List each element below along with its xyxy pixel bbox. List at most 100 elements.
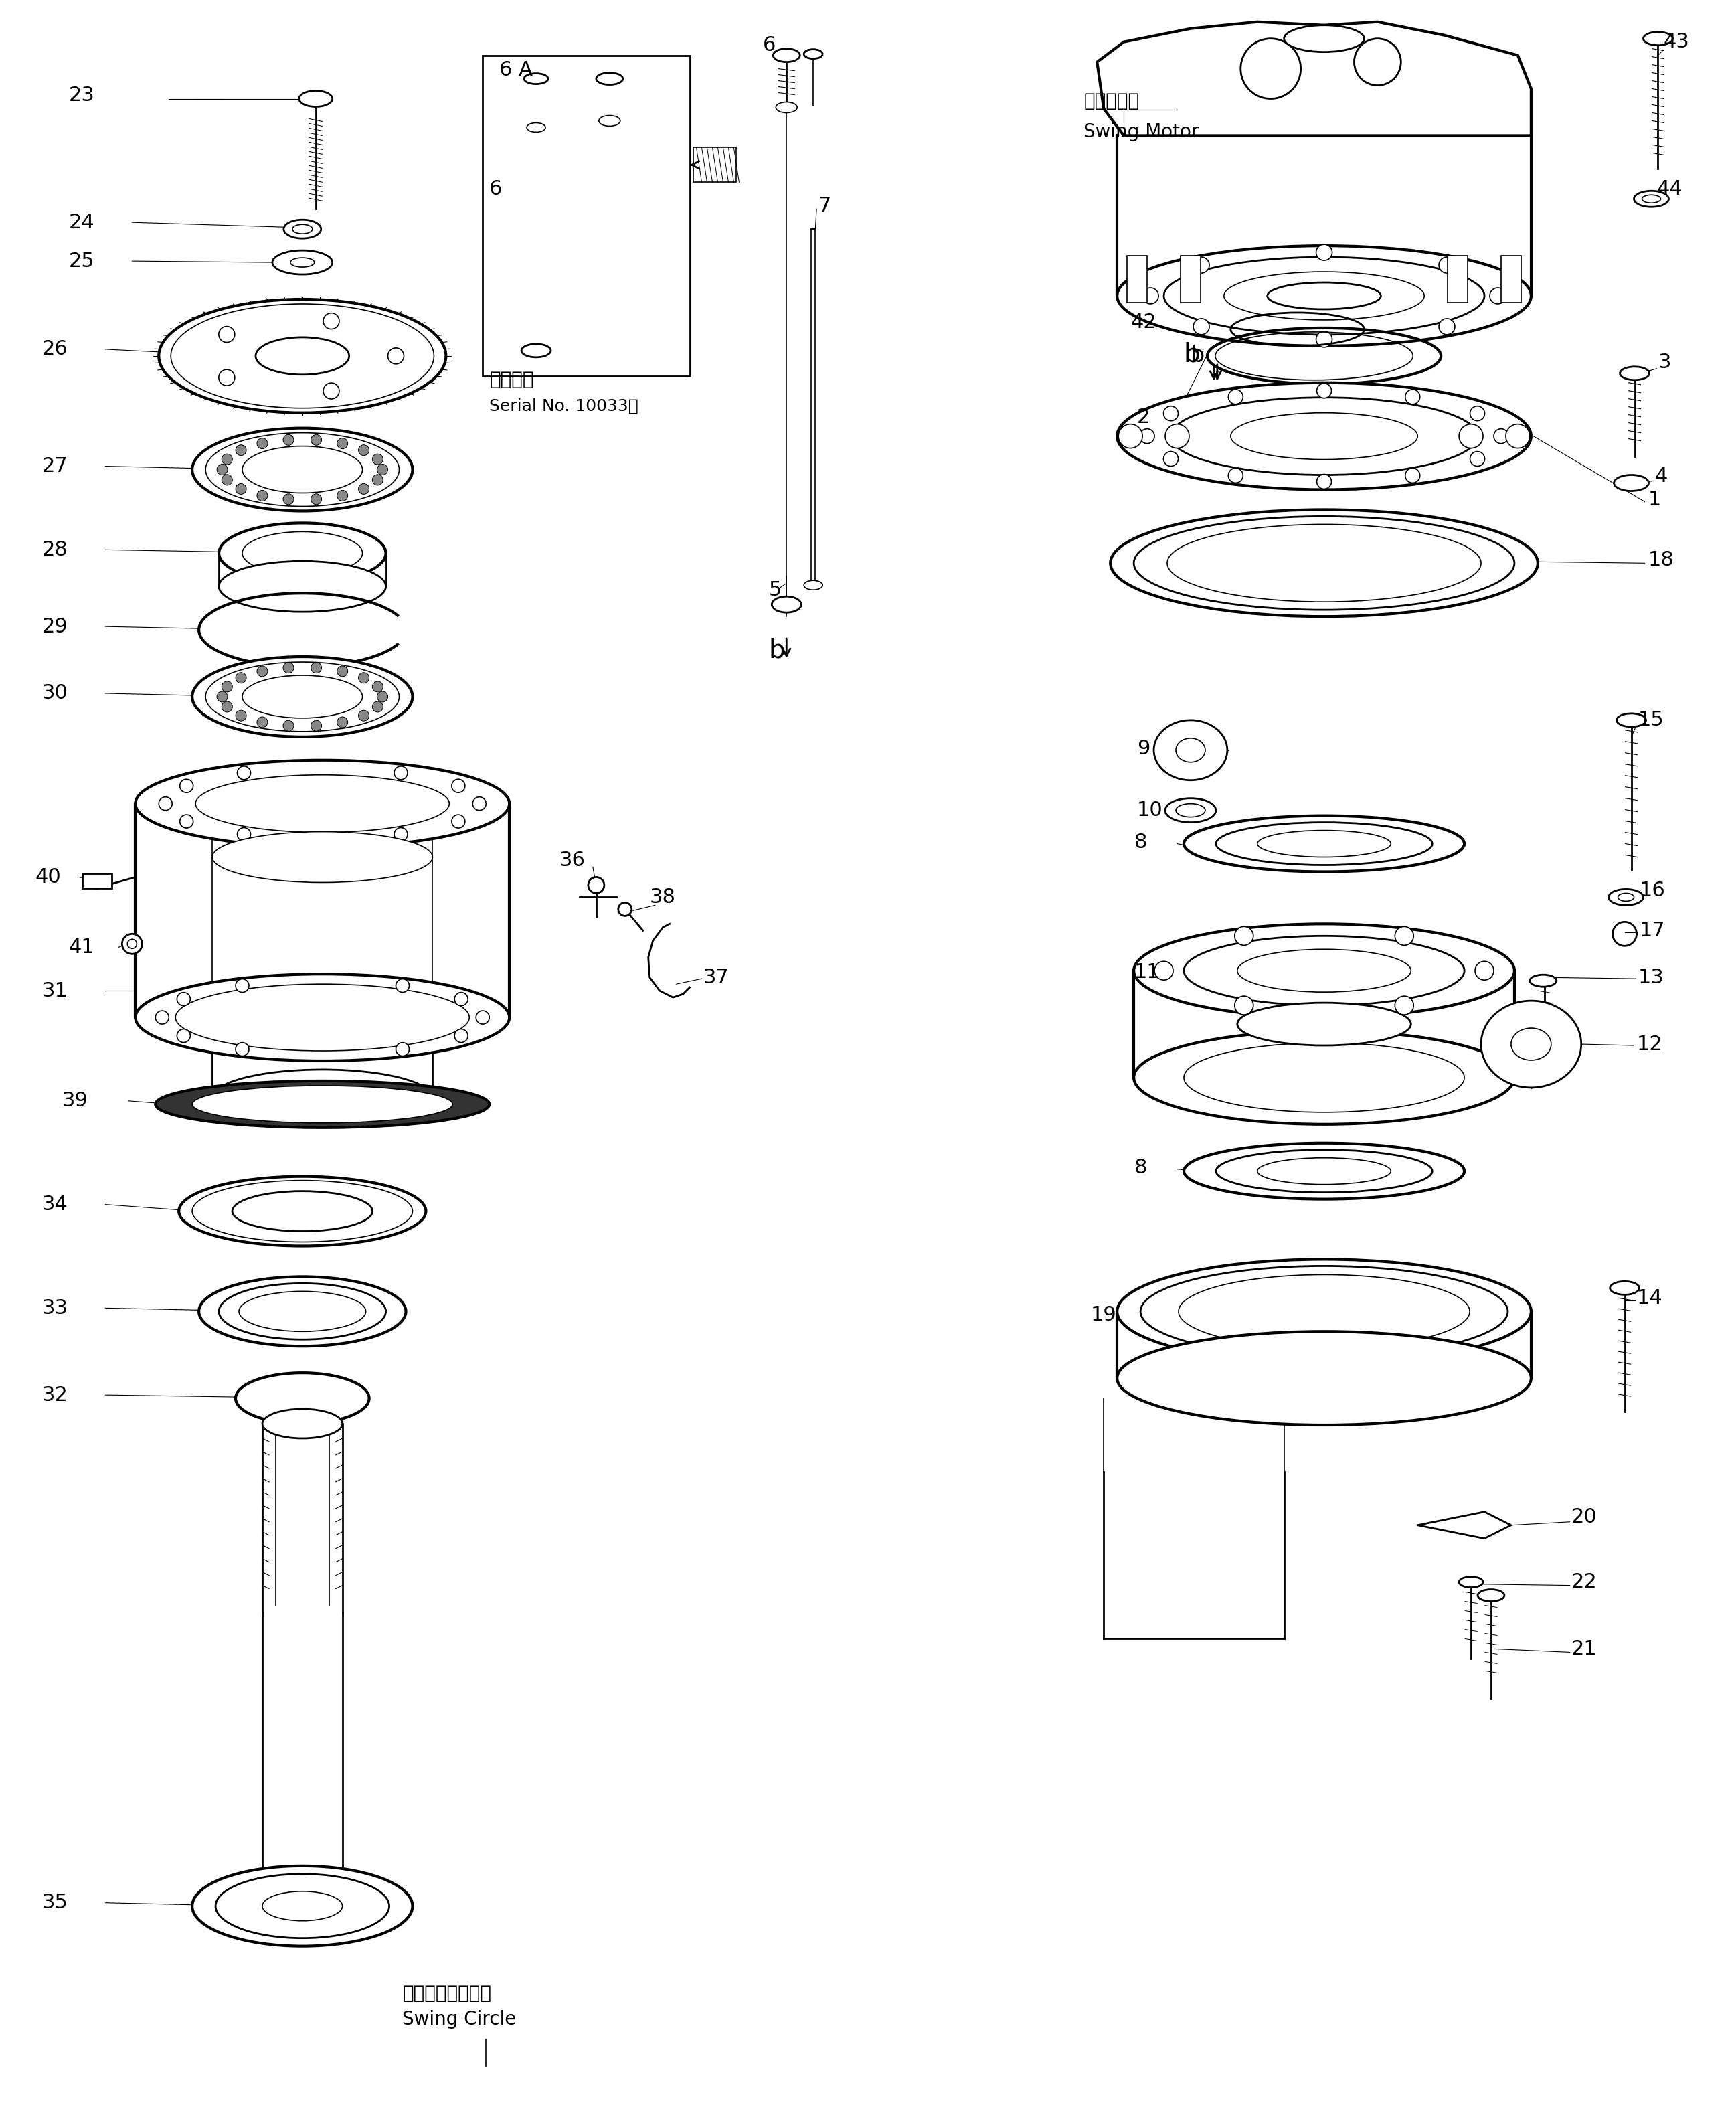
Circle shape	[1163, 452, 1179, 467]
Circle shape	[358, 673, 370, 683]
Circle shape	[589, 877, 604, 894]
Circle shape	[236, 446, 247, 456]
Text: 12: 12	[1637, 1035, 1663, 1054]
Ellipse shape	[196, 774, 450, 833]
Ellipse shape	[233, 1190, 373, 1230]
Circle shape	[257, 437, 267, 448]
Text: b: b	[1184, 343, 1200, 368]
Circle shape	[337, 490, 347, 501]
Text: 15: 15	[1639, 711, 1663, 730]
Ellipse shape	[200, 1277, 406, 1346]
Text: 36: 36	[559, 852, 585, 871]
Ellipse shape	[175, 984, 469, 1052]
Ellipse shape	[521, 345, 550, 358]
Circle shape	[1241, 38, 1300, 99]
Circle shape	[372, 702, 384, 713]
Circle shape	[311, 494, 321, 505]
Text: 27: 27	[42, 456, 68, 475]
Circle shape	[323, 313, 339, 328]
Circle shape	[283, 494, 293, 505]
Ellipse shape	[262, 1409, 342, 1438]
Ellipse shape	[283, 219, 321, 238]
Circle shape	[1470, 406, 1484, 421]
Text: 6: 6	[490, 179, 502, 198]
Ellipse shape	[1184, 936, 1465, 1005]
Ellipse shape	[243, 675, 363, 717]
Ellipse shape	[1163, 257, 1484, 334]
Ellipse shape	[212, 1070, 432, 1125]
Text: 6: 6	[764, 36, 776, 55]
Text: 旋回モータ: 旋回モータ	[1083, 90, 1139, 109]
Circle shape	[222, 475, 233, 486]
Text: 5: 5	[769, 580, 781, 599]
Ellipse shape	[193, 1865, 413, 1945]
Text: 9: 9	[1137, 738, 1149, 759]
Circle shape	[476, 1012, 490, 1024]
Circle shape	[1229, 389, 1243, 404]
Ellipse shape	[1165, 799, 1215, 822]
Text: 7: 7	[818, 196, 832, 215]
Circle shape	[1396, 997, 1413, 1016]
Circle shape	[358, 446, 370, 456]
Circle shape	[1193, 257, 1210, 273]
Text: 37: 37	[703, 967, 729, 986]
Circle shape	[1439, 257, 1455, 273]
Ellipse shape	[1215, 822, 1432, 864]
Ellipse shape	[1616, 713, 1646, 728]
Text: Swing Circle: Swing Circle	[403, 2010, 517, 2029]
Circle shape	[337, 667, 347, 677]
Circle shape	[236, 978, 248, 993]
Text: 適用号機: 適用号機	[490, 370, 535, 389]
Ellipse shape	[135, 974, 509, 1060]
Ellipse shape	[212, 831, 432, 883]
Circle shape	[1404, 469, 1420, 484]
Text: 44: 44	[1656, 179, 1682, 198]
Bar	[483, 55, 689, 376]
Ellipse shape	[292, 225, 312, 233]
Ellipse shape	[299, 90, 332, 107]
Ellipse shape	[1238, 1003, 1411, 1045]
Circle shape	[122, 934, 142, 955]
Ellipse shape	[776, 103, 797, 114]
Ellipse shape	[1179, 1274, 1470, 1348]
Ellipse shape	[804, 48, 823, 59]
Circle shape	[1118, 425, 1142, 448]
Circle shape	[451, 814, 465, 829]
Text: 40: 40	[35, 866, 61, 887]
Text: 13: 13	[1639, 967, 1665, 986]
Ellipse shape	[255, 336, 349, 374]
Circle shape	[127, 940, 137, 948]
Circle shape	[455, 993, 469, 1005]
Ellipse shape	[1609, 890, 1644, 904]
Text: 2: 2	[1137, 408, 1149, 427]
Text: 31: 31	[42, 980, 68, 1001]
Circle shape	[222, 454, 233, 465]
Ellipse shape	[1285, 25, 1364, 53]
Circle shape	[1193, 318, 1210, 334]
Ellipse shape	[1170, 397, 1477, 475]
Circle shape	[1165, 425, 1189, 448]
Text: 16: 16	[1639, 881, 1665, 900]
Text: 23: 23	[69, 86, 95, 105]
Circle shape	[377, 465, 387, 475]
Text: 25: 25	[69, 252, 94, 271]
Circle shape	[1316, 332, 1332, 347]
Circle shape	[396, 978, 410, 993]
Circle shape	[1505, 425, 1529, 448]
Bar	[82, 873, 113, 887]
Text: b: b	[769, 637, 785, 662]
Text: 33: 33	[42, 1298, 68, 1319]
Ellipse shape	[205, 433, 399, 507]
Circle shape	[337, 717, 347, 728]
Ellipse shape	[1257, 1159, 1391, 1184]
Circle shape	[311, 435, 321, 446]
Circle shape	[236, 1043, 248, 1056]
Circle shape	[472, 797, 486, 810]
Text: 18: 18	[1647, 551, 1674, 570]
Ellipse shape	[599, 116, 620, 126]
Text: 28: 28	[42, 540, 68, 559]
Circle shape	[337, 437, 347, 448]
Text: 20: 20	[1571, 1508, 1597, 1527]
Ellipse shape	[1167, 524, 1481, 601]
Text: Swing Motor: Swing Motor	[1083, 122, 1200, 141]
